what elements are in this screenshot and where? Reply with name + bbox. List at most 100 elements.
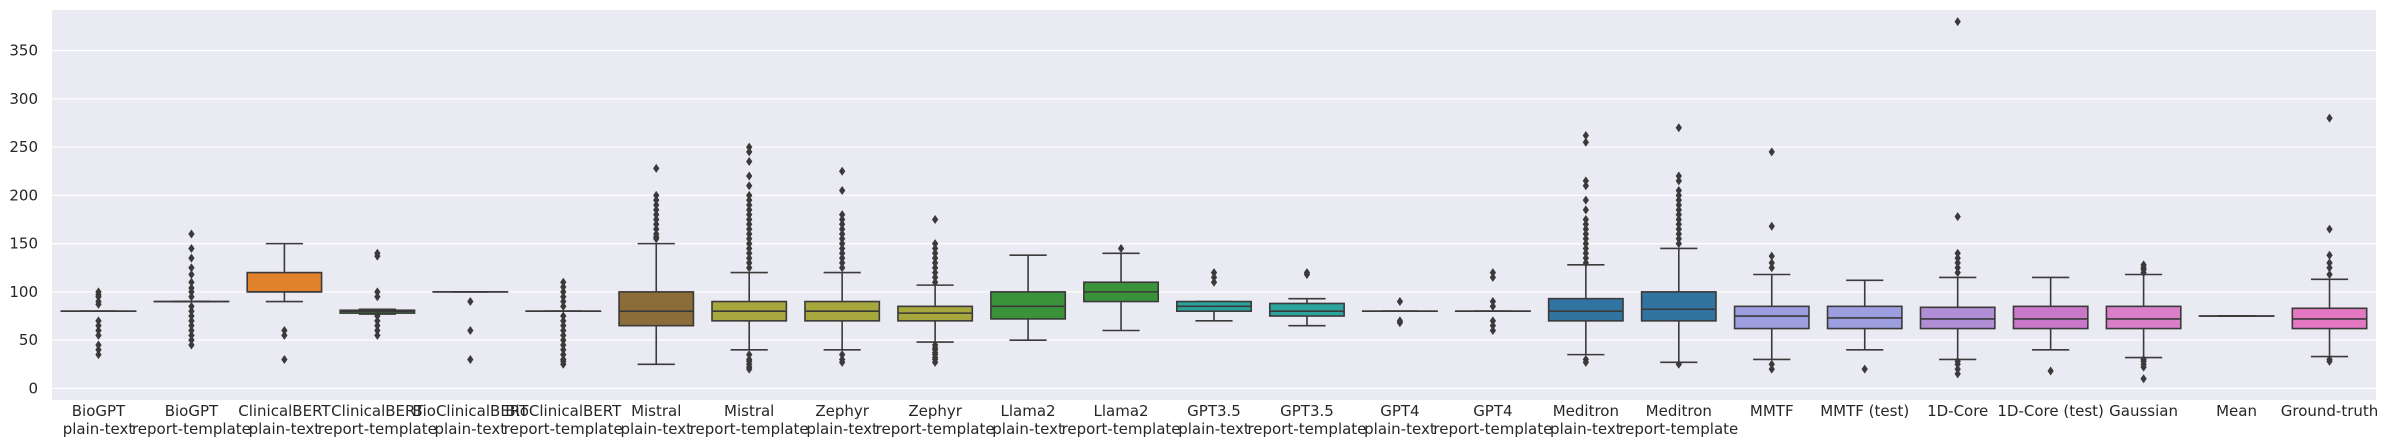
outlier-point (1210, 272, 1218, 282)
outlier-point (839, 229, 846, 239)
outlier-point (746, 147, 753, 157)
outlier-point (560, 316, 567, 326)
x-axis-category-labels: BioGPTplain-textBioGPTreport-templateCli… (63, 402, 2379, 438)
outlier-point (188, 330, 195, 340)
outlier-point (188, 292, 195, 302)
outlier-point (560, 292, 567, 302)
outlier-point (95, 321, 102, 331)
outlier-point (1582, 137, 1589, 147)
outlier-point (467, 297, 474, 307)
outlier-point (839, 219, 846, 229)
outlier-point (1582, 243, 1589, 253)
outlier-point (188, 306, 195, 316)
outlier-point (839, 357, 846, 367)
outlier-point (1768, 359, 1775, 369)
box-group (1361, 297, 1438, 328)
y-tick-label: 200 (9, 186, 38, 204)
x-category-label: Mean (2216, 402, 2257, 420)
box-group (990, 254, 1067, 341)
outlier-point (1675, 195, 1682, 205)
outlier-point (1954, 364, 1961, 374)
outlier-point (95, 350, 102, 360)
outlier-point (746, 234, 753, 244)
outlier-point (1675, 171, 1682, 181)
outlier-point (281, 354, 288, 364)
outlier-point (931, 258, 939, 268)
outlier-point (188, 229, 195, 239)
outlier-point (746, 219, 753, 229)
outlier-point (1954, 369, 1961, 379)
box (2012, 305, 2089, 330)
outlier-point (1210, 277, 1218, 287)
x-category-label: Mistral (631, 402, 681, 420)
outlier-point (653, 205, 660, 215)
outlier-point (1117, 243, 1125, 253)
outlier-point (746, 190, 753, 200)
outlier-point (839, 239, 846, 249)
outlier-point (1582, 195, 1589, 205)
outlier-point (931, 214, 939, 224)
x-category-label: Meditron (1553, 402, 1619, 420)
outlier-point (95, 325, 102, 335)
x-category-label: Llama2 (1094, 402, 1149, 420)
x-category-label: Zephyr (815, 402, 869, 420)
outlier-point (560, 335, 567, 345)
outlier-point (1675, 186, 1682, 196)
box-group (1640, 123, 1717, 369)
outlier-point (839, 234, 846, 244)
outlier-point (1582, 176, 1589, 186)
x-category-label: GPT4 (1473, 402, 1512, 420)
outlier-point (1582, 248, 1589, 258)
outlier-point (839, 243, 846, 253)
outlier-point (374, 292, 381, 302)
outlier-point (839, 214, 846, 224)
outlier-point (931, 248, 939, 258)
outlier-point (1210, 268, 1218, 278)
outlier-point (2140, 374, 2147, 384)
outlier-point (746, 263, 753, 273)
x-category-label: report-template (1062, 420, 1181, 438)
outlier-point (2326, 113, 2333, 123)
box (618, 291, 695, 327)
outlier-point (1768, 147, 1775, 157)
x-category-label: GPT3.5 (1187, 402, 1241, 420)
x-category-label: plain-text (63, 420, 135, 438)
y-tick-label: 300 (9, 90, 38, 108)
x-category-label: plain-text (435, 420, 507, 438)
outlier-point (560, 350, 567, 360)
x-category-label: plain-text (249, 420, 321, 438)
outlier-point (1582, 205, 1589, 215)
outlier-point (95, 330, 102, 340)
box-group (711, 142, 788, 374)
outlier-point (1582, 219, 1589, 229)
outlier-point (839, 224, 846, 234)
outlier-point (560, 282, 567, 292)
outlier-point (746, 171, 753, 181)
y-tick-label: 350 (9, 42, 38, 60)
outlier-point (2326, 258, 2333, 268)
outlier-point (1768, 251, 1775, 261)
box-group (1176, 268, 1252, 322)
plot-background (52, 10, 2376, 400)
outlier-point (1954, 268, 1961, 278)
box-group (618, 163, 695, 366)
outlier-point (746, 157, 753, 167)
box-group (246, 242, 323, 364)
box-group (2105, 260, 2182, 384)
outlier-point (1675, 200, 1682, 210)
outlier-point (931, 272, 939, 282)
outlier-point (374, 321, 381, 331)
outlier-point (1489, 272, 1497, 282)
outlier-point (1954, 359, 1961, 369)
x-category-label: BioGPT (72, 402, 126, 420)
box-group (153, 229, 230, 350)
outlier-point (560, 330, 567, 340)
outlier-point (1675, 234, 1682, 244)
box-group (804, 166, 881, 367)
outlier-point (467, 325, 474, 335)
y-tick-label: 50 (19, 331, 38, 349)
outlier-point (746, 243, 753, 253)
outlier-point (1768, 258, 1775, 268)
outlier-point (931, 357, 939, 367)
x-category-label: BioClinicalBERT (412, 402, 529, 420)
